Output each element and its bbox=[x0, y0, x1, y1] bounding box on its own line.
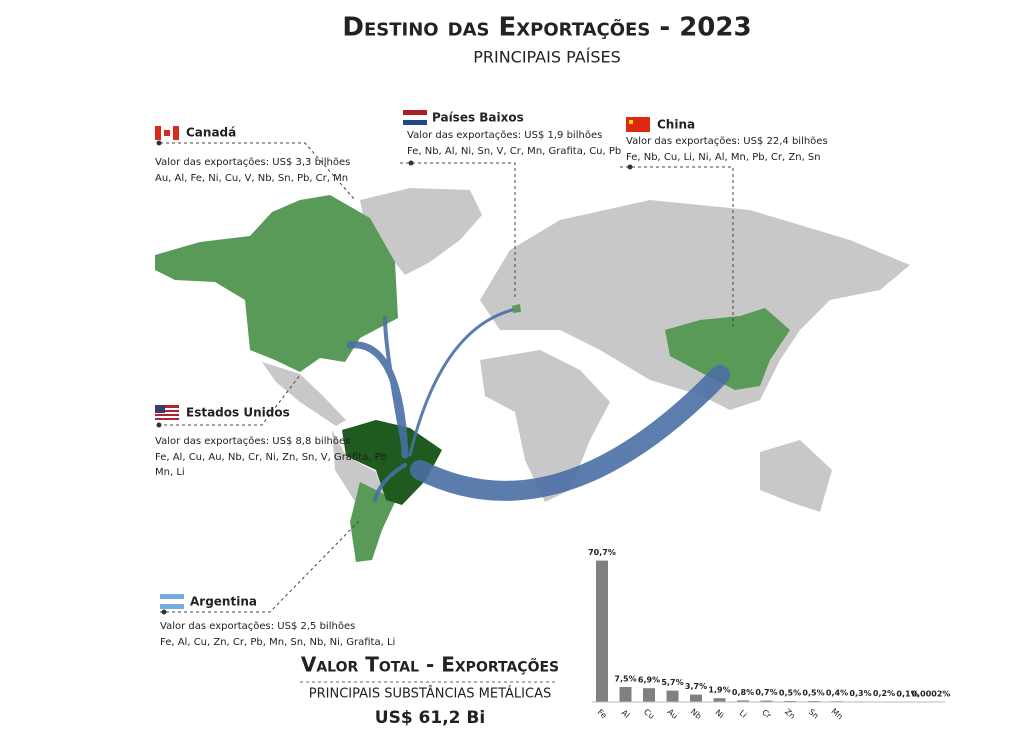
export-value: Valor das exportações: US$ 2,5 bilhões bbox=[160, 621, 355, 632]
export-value: Valor das exportações: US$ 3,3 bilhões bbox=[155, 157, 350, 168]
value-label: 0,4% bbox=[826, 689, 848, 698]
leader-line bbox=[158, 374, 301, 426]
summary-subtitle: PRINCIPAIS SUBSTÂNCIAS METÁLICAS bbox=[309, 686, 551, 702]
country-name: Países Baixos bbox=[432, 111, 524, 125]
arrow bbox=[408, 308, 514, 457]
bar bbox=[690, 694, 702, 702]
value-label: 0,2% bbox=[873, 689, 895, 698]
category-label: Au bbox=[666, 707, 680, 721]
title: Destino das Exportações - 2023 bbox=[342, 13, 751, 43]
category-label: Mn bbox=[830, 707, 845, 722]
value-label: 0,7% bbox=[755, 688, 777, 697]
value-label: 3,7% bbox=[685, 682, 707, 691]
category-label: Cr bbox=[760, 708, 773, 721]
leader-line bbox=[160, 519, 361, 613]
value-label: 5,7% bbox=[661, 678, 683, 687]
category-label: Fe bbox=[596, 708, 609, 721]
country-name: China bbox=[657, 118, 695, 132]
value-label: 7,5% bbox=[614, 675, 636, 684]
country-name: Estados Unidos bbox=[186, 406, 290, 420]
category-label: Zn bbox=[783, 707, 797, 721]
export-value: Valor das exportações: US$ 22,4 bilhões bbox=[626, 136, 828, 147]
north-america bbox=[155, 195, 398, 372]
bar bbox=[619, 687, 632, 702]
category-label: Sn bbox=[807, 707, 821, 720]
africa bbox=[480, 350, 610, 502]
export-value: Valor das exportações: US$ 8,8 bilhões bbox=[155, 436, 350, 447]
value-label: 0,3% bbox=[849, 689, 871, 698]
bar bbox=[760, 700, 773, 702]
leader-line bbox=[160, 142, 356, 201]
subtitle: PRINCIPAIS PAÍSES bbox=[473, 48, 621, 67]
substances: Fe, Nb, Cu, Li, Ni, Al, Mn, Pb, Cr, Zn, … bbox=[626, 152, 821, 163]
australia bbox=[760, 440, 832, 512]
country-name: Argentina bbox=[190, 595, 257, 609]
summary-total: US$ 61,2 Bi bbox=[375, 708, 485, 728]
substances: Fe, Al, Cu, Zn, Cr, Pb, Mn, Sn, Nb, Ni, … bbox=[160, 637, 395, 648]
leader-dot bbox=[627, 164, 633, 170]
value-label: 0,8% bbox=[732, 688, 754, 697]
arrow bbox=[373, 463, 407, 502]
substances: Fe, Nb, Al, Ni, Sn, V, Cr, Mn, Grafita, … bbox=[407, 146, 621, 157]
category-label: Cu bbox=[642, 707, 656, 721]
value-label: 0,1% bbox=[896, 689, 918, 698]
china bbox=[665, 308, 790, 390]
bar bbox=[737, 700, 749, 702]
world-map bbox=[155, 110, 910, 613]
category-label: Ni bbox=[713, 708, 725, 720]
bar bbox=[713, 698, 726, 702]
arrow bbox=[410, 365, 730, 501]
leader-dot bbox=[408, 160, 414, 166]
country-name: Canadá bbox=[186, 126, 236, 140]
netherlands bbox=[512, 304, 521, 313]
value-label: 70,7% bbox=[588, 548, 616, 557]
flags bbox=[155, 110, 650, 609]
category-label: Al bbox=[620, 708, 632, 720]
export-value: Valor das exportações: US$ 1,9 bilhões bbox=[407, 130, 602, 141]
substances: Mn, Li bbox=[155, 467, 185, 478]
central-america bbox=[262, 362, 346, 426]
value-label: 6,9% bbox=[638, 676, 660, 685]
greenland bbox=[360, 188, 482, 275]
value-label: 0,5% bbox=[779, 689, 801, 698]
value-label: 0,0002% bbox=[912, 689, 951, 698]
category-label: Nb bbox=[689, 707, 703, 721]
substances: Fe, Al, Cu, Au, Nb, Cr, Ni, Zn, Sn, V, G… bbox=[155, 452, 387, 463]
value-label: 1,9% bbox=[708, 686, 730, 695]
leader-dot bbox=[161, 609, 167, 615]
value-label: 0,5% bbox=[802, 689, 824, 698]
brazil bbox=[342, 420, 442, 505]
bar bbox=[666, 690, 679, 702]
category-label: Li bbox=[738, 708, 749, 719]
arrow bbox=[383, 316, 407, 457]
summary-title: Valor Total - Exportações bbox=[301, 653, 559, 677]
leader-dot bbox=[156, 140, 162, 146]
bar bbox=[643, 688, 655, 702]
substances: Au, Al, Fe, Ni, Cu, V, Nb, Sn, Pb, Cr, M… bbox=[155, 173, 348, 184]
eurasia bbox=[480, 200, 910, 410]
leader-line bbox=[400, 162, 516, 300]
bar bbox=[596, 560, 608, 702]
argentina bbox=[350, 482, 396, 562]
leader-line bbox=[620, 166, 734, 330]
leader-dot bbox=[156, 422, 162, 428]
